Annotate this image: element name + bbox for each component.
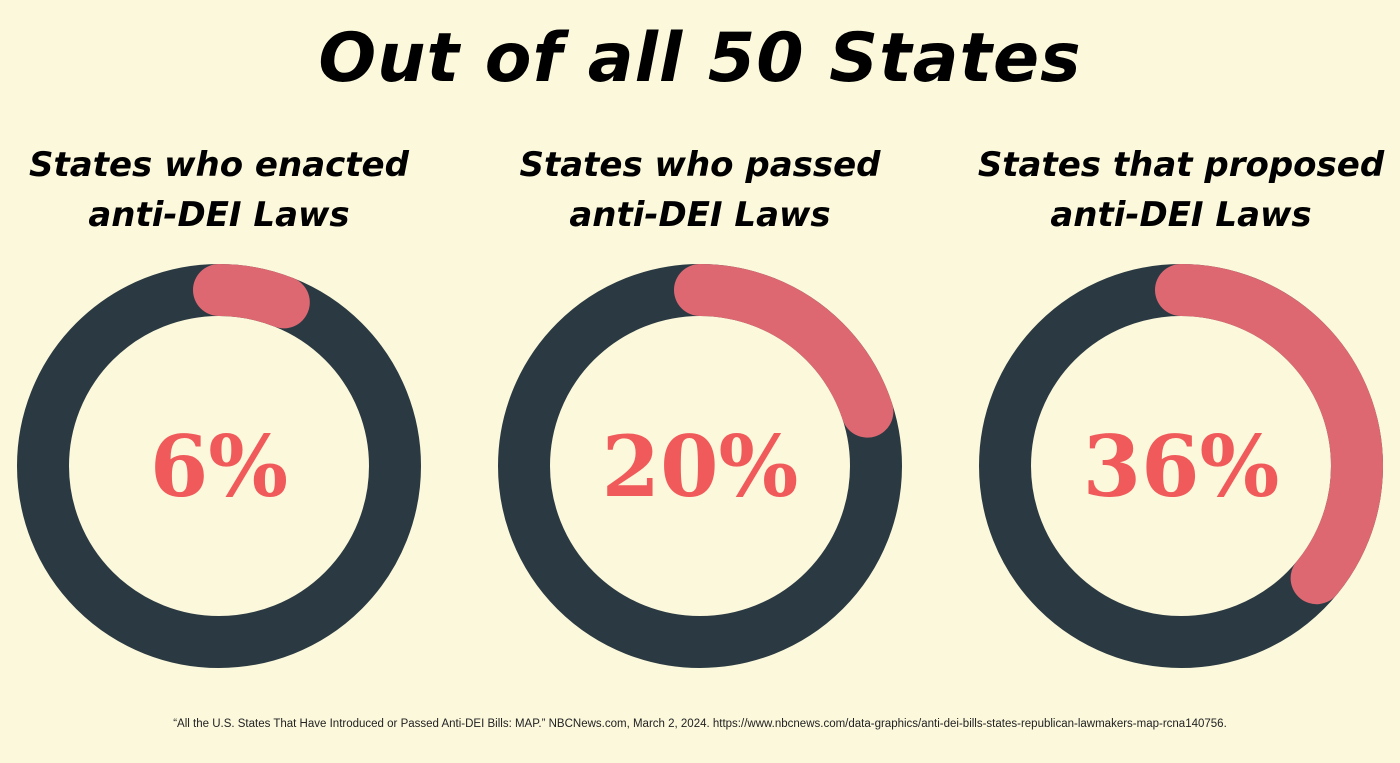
- donut-value-label-proposed: 36%: [1083, 417, 1280, 516]
- chart-panel-passed: States who passed anti-DEI Laws 20%: [467, 0, 933, 700]
- chart-panel-enacted: States who enacted anti-DEI Laws 6%: [0, 0, 452, 700]
- donut-arc-passed: [674, 264, 894, 438]
- chart-heading-line-2: anti-DEI Laws: [1050, 195, 1312, 235]
- donut-chart-proposed: 36%: [979, 264, 1383, 668]
- chart-heading-line-1: States who enacted: [29, 145, 409, 185]
- chart-heading-enacted: States who enacted anti-DEI Laws: [0, 140, 452, 240]
- donut-value-label-enacted: 6%: [150, 417, 288, 516]
- chart-heading-line-1: States who passed: [519, 145, 881, 185]
- donut-chart-enacted: 6%: [17, 264, 421, 668]
- donut-arc-proposed: [1155, 264, 1383, 605]
- chart-heading-line-1: States that proposed: [977, 145, 1385, 185]
- chart-heading-line-2: anti-DEI Laws: [88, 195, 350, 235]
- chart-panel-proposed: States that proposed anti-DEI Laws 36%: [948, 0, 1400, 700]
- source-footnote: “All the U.S. States That Have Introduce…: [173, 718, 1227, 730]
- chart-heading-line-2: anti-DEI Laws: [569, 195, 831, 235]
- chart-heading-proposed: States that proposed anti-DEI Laws: [948, 140, 1400, 240]
- donut-chart-passed: 20%: [498, 264, 902, 668]
- page-title: Out of all 50 States: [318, 19, 1082, 98]
- donut-arc-enacted: [193, 264, 310, 329]
- donut-value-label-passed: 20%: [602, 417, 799, 516]
- chart-heading-passed: States who passed anti-DEI Laws: [467, 140, 933, 240]
